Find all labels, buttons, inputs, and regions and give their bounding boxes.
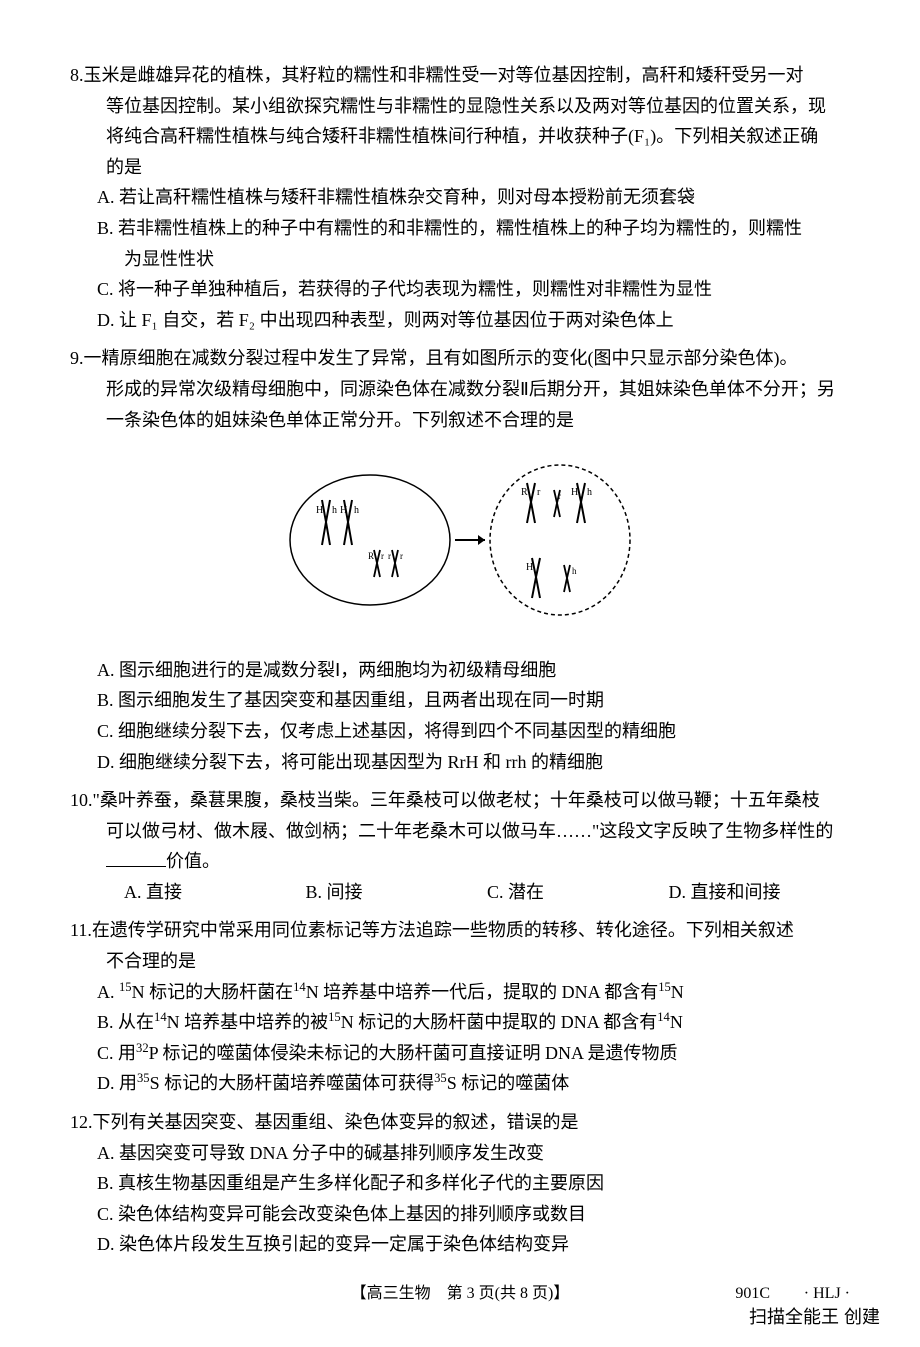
- label-H: H: [571, 487, 578, 498]
- q10-option-c: C. 潜在: [487, 877, 669, 908]
- q10-suffix: 价值。: [166, 851, 220, 871]
- label-r: r: [558, 491, 561, 501]
- label-R: R: [368, 551, 374, 561]
- q12-text: 下列有关基因突变、基因重组、染色体变异的叙述，错误的是: [93, 1112, 579, 1132]
- q8-option-c: C. 将一种子单独种植后，若获得的子代均表现为糯性，则糯性对非糯性为显性: [70, 274, 850, 305]
- q10-line1: "桑叶养蚕，桑葚果腹，桑枝当柴。三年桑枝可以做老杖；十年桑枝可以做马鞭；十五年桑…: [93, 790, 820, 810]
- q9-option-a: A. 图示细胞进行的是减数分裂Ⅰ，两细胞均为初级精母细胞: [70, 655, 850, 686]
- q12-stem: 12.下列有关基因突变、基因重组、染色体变异的叙述，错误的是: [70, 1107, 850, 1138]
- q10-options: A. 直接 B. 间接 C. 潜在 D. 直接和间接: [70, 877, 850, 908]
- q10-option-d: D. 直接和间接: [669, 877, 851, 908]
- label-H: H: [340, 505, 347, 516]
- q12-option-b: B. 真核生物基因重组是产生多样化配子和多样化子代的主要原因: [70, 1168, 850, 1199]
- label-H: H: [526, 562, 533, 573]
- q9-option-c: C. 细胞继续分裂下去，仅考虑上述基因，将得到四个不同基因型的精细胞: [70, 716, 850, 747]
- scan-watermark: 扫描全能王 创建: [749, 1302, 880, 1333]
- label-r: r: [400, 551, 403, 561]
- q8-option-a: A. 若让高秆糯性植株与矮秆非糯性植株杂交育种，则对母本授粉前无须套袋: [70, 182, 850, 213]
- q11-option-c: C. 用32P 标记的噬菌体侵染未标记的大肠杆菌可直接证明 DNA 是遗传物质: [70, 1038, 850, 1069]
- q12-option-d: D. 染色体片段发生互换引起的变异一定属于染色体结构变异: [70, 1229, 850, 1260]
- question-9: 9.一精原细胞在减数分裂过程中发生了异常，且有如图所示的变化(图中只显示部分染色…: [70, 343, 850, 777]
- question-11: 11.在遗传学研究中常采用同位素标记等方法追踪一些物质的转移、转化途径。下列相关…: [70, 915, 850, 1099]
- q11-number: 11.: [70, 920, 92, 940]
- q11-option-a: A. 15N 标记的大肠杆菌在14N 培养基中培养一代后，提取的 DNA 都含有…: [70, 977, 850, 1008]
- label-h: h: [332, 505, 337, 516]
- label-R: R: [521, 487, 528, 498]
- q8-line3: 将纯合高秆糯性植株与纯合矮秆非糯性植株间行种植，并收获种子(F₁)。下列相关叙述…: [70, 121, 850, 152]
- q11-option-d: D. 用35S 标记的大肠杆菌培养噬菌体可获得35S 标记的噬菌体: [70, 1068, 850, 1099]
- q9-stem: 9.一精原细胞在减数分裂过程中发生了异常，且有如图所示的变化(图中只显示部分染色…: [70, 343, 850, 374]
- q9-option-b: B. 图示细胞发生了基因突变和基因重组，且两者出现在同一时期: [70, 685, 850, 716]
- q9-option-d: D. 细胞继续分裂下去，将可能出现基因型为 RrH 和 rrh 的精细胞: [70, 747, 850, 778]
- q10-option-a: A. 直接: [124, 877, 306, 908]
- q8-option-b-line2: 为显性性状: [70, 244, 850, 275]
- q8-line2: 等位基因控制。某小组欲探究糯性与非糯性的显隐性关系以及两对等位基因的位置关系，现: [70, 91, 850, 122]
- q9-line2: 形成的异常次级精母细胞中，同源染色体在减数分裂Ⅱ后期分开，其姐妹染色单体不分开；…: [70, 374, 850, 405]
- q8-stem: 8.玉米是雌雄异花的植株，其籽粒的糯性和非糯性受一对等位基因控制，高秆和矮秆受另…: [70, 60, 850, 91]
- q9-line1: 一精原细胞在减数分裂过程中发生了异常，且有如图所示的变化(图中只显示部分染色体)…: [84, 348, 798, 368]
- footer-center: 【高三生物 第 3 页(共 8 页)】: [351, 1285, 570, 1302]
- label-h: h: [572, 566, 577, 576]
- question-12: 12.下列有关基因突变、基因重组、染色体变异的叙述，错误的是 A. 基因突变可导…: [70, 1107, 850, 1260]
- q12-option-a: A. 基因突变可导致 DNA 分子中的碱基排列顺序发生改变: [70, 1138, 850, 1169]
- q11-line2: 不合理的是: [70, 946, 850, 977]
- q10-stem: 10."桑叶养蚕，桑葚果腹，桑枝当柴。三年桑枝可以做老杖；十年桑枝可以做马鞭；十…: [70, 785, 850, 816]
- q9-line3: 一条染色体的姐妹染色单体正常分开。下列叙述不合理的是: [70, 405, 850, 436]
- q9-number: 9.: [70, 348, 84, 368]
- question-8: 8.玉米是雌雄异花的植株，其籽粒的糯性和非糯性受一对等位基因控制，高秆和矮秆受另…: [70, 60, 850, 335]
- q9-diagram: H h H h R r r r: [70, 450, 850, 640]
- label-h: h: [354, 505, 359, 516]
- q12-number: 12.: [70, 1112, 93, 1132]
- q12-option-c: C. 染色体结构变异可能会改变染色体上基因的排列顺序或数目: [70, 1199, 850, 1230]
- label-h: h: [587, 487, 592, 498]
- question-10: 10."桑叶养蚕，桑葚果腹，桑枝当柴。三年桑枝可以做老杖；十年桑枝可以做马鞭；十…: [70, 785, 850, 907]
- q11-option-b: B. 从在14N 培养基中培养的被15N 标记的大肠杆菌中提取的 DNA 都含有…: [70, 1007, 850, 1038]
- q10-number: 10.: [70, 790, 93, 810]
- q8-number: 8.: [70, 65, 84, 85]
- q8-option-d: D. 让 F₁ 自交，若 F₂ 中出现四种表型，则两对等位基因位于两对染色体上: [70, 305, 850, 336]
- label-r: r: [388, 551, 391, 561]
- chromosome-diagram: H h H h R r r r: [280, 450, 640, 630]
- blank-fill: [106, 866, 166, 867]
- q8-line4: 的是: [70, 152, 850, 183]
- q11-line1: 在遗传学研究中常采用同位素标记等方法追踪一些物质的转移、转化途径。下列相关叙述: [92, 920, 794, 940]
- label-r: r: [537, 487, 541, 498]
- label-H: H: [316, 505, 323, 516]
- q10-line2: 可以做弓材、做木屐、做剑柄；二十年老桑木可以做马车……"这段文字反映了生物多样性…: [70, 816, 850, 847]
- q10-line3: 价值。: [70, 846, 850, 877]
- q8-option-b-line1: B. 若非糯性植株上的种子中有糯性的和非糯性的，糯性植株上的种子均为糯性的，则糯…: [70, 213, 850, 244]
- q10-option-b: B. 间接: [306, 877, 488, 908]
- q8-line1: 玉米是雌雄异花的植株，其籽粒的糯性和非糯性受一对等位基因控制，高秆和矮秆受另一对: [84, 65, 804, 85]
- label-r: r: [381, 551, 384, 561]
- page-footer: 【高三生物 第 3 页(共 8 页)】 901C · HLJ ·: [70, 1280, 850, 1307]
- q11-stem: 11.在遗传学研究中常采用同位素标记等方法追踪一些物质的转移、转化途径。下列相关…: [70, 915, 850, 946]
